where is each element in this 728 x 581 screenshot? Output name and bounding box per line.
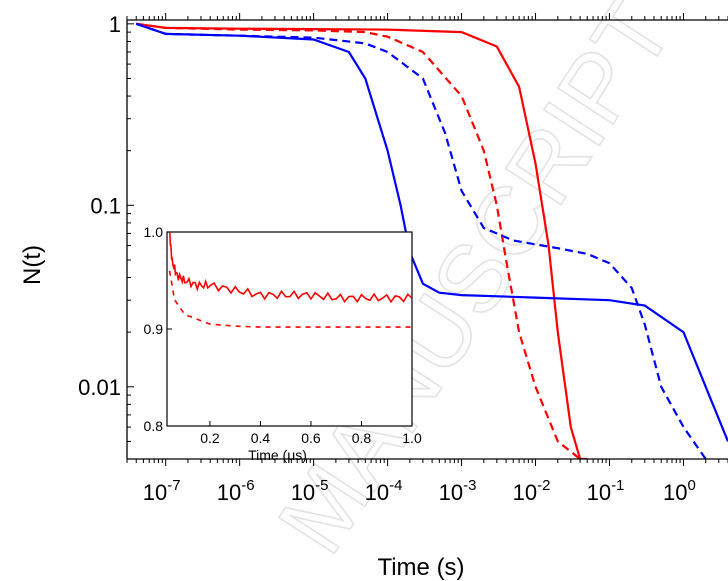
inset-x-tick-label: 0.2 — [200, 430, 220, 446]
inset-x-tick-label: 0.4 — [251, 430, 271, 446]
x-tick-label: 100 — [663, 477, 696, 505]
inset-y-tick-label: 0.8 — [144, 418, 164, 434]
x-tick-label: 10-3 — [439, 477, 477, 505]
series-line-2 — [135, 22, 728, 442]
inset-y-tick-label: 1.0 — [144, 224, 164, 240]
x-tick-label: 10-1 — [587, 477, 625, 505]
x-tick-label: 10-6 — [217, 477, 255, 505]
x-tick-label: 10-4 — [365, 477, 403, 505]
main-plot: 10-7 10-6 10-5 10-4 10-3 10-2 10-1 100 1 0.1 0.01 — [78, 12, 728, 505]
y-axis-title: N(t) — [19, 245, 46, 285]
inset-x-tick-label: 0.6 — [301, 430, 321, 446]
series-line-3 — [135, 22, 707, 459]
inset-y-tick-label: 0.9 — [144, 321, 164, 337]
x-tick-label: 10-7 — [143, 477, 181, 505]
x-tick-label: 10-2 — [513, 477, 551, 505]
inset-series-line-0 — [168, 232, 412, 304]
y-tick-label: 1 — [109, 12, 121, 37]
y-tick-label: 0.1 — [90, 193, 121, 218]
x-tick-label: 10-5 — [291, 477, 329, 505]
inset-x-tick-label: 1.0 — [402, 430, 422, 446]
series-line-0 — [136, 22, 588, 459]
inset-x-tick-label: 0.8 — [352, 430, 372, 446]
inset-series-line-1 — [168, 270, 412, 328]
series-line-1 — [136, 22, 581, 459]
y-tick-label: 0.01 — [78, 375, 121, 400]
inset-plot: 0.2 0.4 0.6 0.8 1.0 0.8 0.9 1.0 Time (μs) — [144, 224, 422, 463]
x-axis-title: Time (s) — [377, 554, 464, 581]
inset-x-axis-title: Time (μs) — [248, 447, 307, 463]
inset-frame — [166, 231, 413, 427]
